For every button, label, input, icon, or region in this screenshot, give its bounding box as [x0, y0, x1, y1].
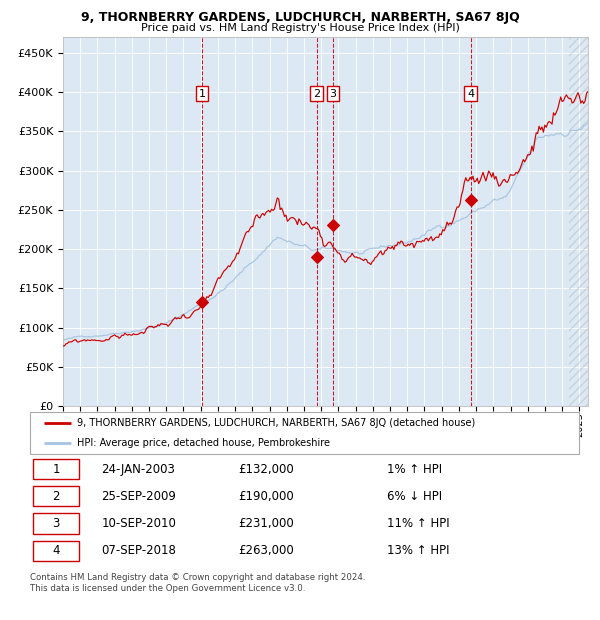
- FancyBboxPatch shape: [33, 541, 79, 560]
- Text: HPI: Average price, detached house, Pembrokeshire: HPI: Average price, detached house, Pemb…: [77, 438, 329, 448]
- Text: 24-JAN-2003: 24-JAN-2003: [101, 463, 175, 476]
- Text: 4: 4: [52, 544, 60, 557]
- Text: £132,000: £132,000: [239, 463, 295, 476]
- Text: 11% ↑ HPI: 11% ↑ HPI: [387, 517, 449, 530]
- Point: [312, 252, 322, 262]
- Text: £263,000: £263,000: [239, 544, 295, 557]
- FancyBboxPatch shape: [30, 412, 579, 454]
- Text: 10-SEP-2010: 10-SEP-2010: [101, 517, 176, 530]
- Text: 9, THORNBERRY GARDENS, LUDCHURCH, NARBERTH, SA67 8JQ: 9, THORNBERRY GARDENS, LUDCHURCH, NARBER…: [80, 11, 520, 24]
- Text: 2: 2: [52, 490, 60, 503]
- Bar: [569, 37, 595, 406]
- Text: £190,000: £190,000: [239, 490, 295, 503]
- Point: [197, 298, 207, 308]
- Text: 3: 3: [52, 517, 60, 530]
- FancyBboxPatch shape: [33, 486, 79, 507]
- Text: 1: 1: [52, 463, 60, 476]
- Text: 4: 4: [467, 89, 474, 99]
- Text: 25-SEP-2009: 25-SEP-2009: [101, 490, 176, 503]
- FancyBboxPatch shape: [33, 459, 79, 479]
- Text: 3: 3: [329, 89, 337, 99]
- Text: 1% ↑ HPI: 1% ↑ HPI: [387, 463, 442, 476]
- Text: £231,000: £231,000: [239, 517, 295, 530]
- Point: [466, 195, 475, 205]
- Point: [328, 220, 338, 230]
- FancyBboxPatch shape: [33, 513, 79, 534]
- Text: 13% ↑ HPI: 13% ↑ HPI: [387, 544, 449, 557]
- Text: 2: 2: [313, 89, 320, 99]
- Text: Contains HM Land Registry data © Crown copyright and database right 2024.
This d: Contains HM Land Registry data © Crown c…: [30, 574, 365, 593]
- Text: Price paid vs. HM Land Registry's House Price Index (HPI): Price paid vs. HM Land Registry's House …: [140, 23, 460, 33]
- Text: 9, THORNBERRY GARDENS, LUDCHURCH, NARBERTH, SA67 8JQ (detached house): 9, THORNBERRY GARDENS, LUDCHURCH, NARBER…: [77, 418, 475, 428]
- Text: 6% ↓ HPI: 6% ↓ HPI: [387, 490, 442, 503]
- Text: 1: 1: [199, 89, 205, 99]
- Text: 07-SEP-2018: 07-SEP-2018: [101, 544, 176, 557]
